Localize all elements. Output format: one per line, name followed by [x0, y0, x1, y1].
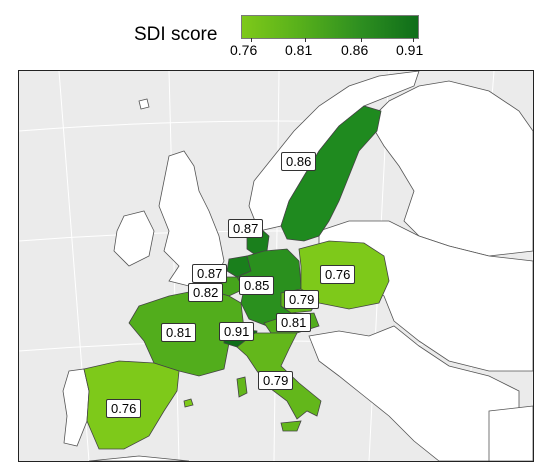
- label-netherlands: 0.87: [192, 264, 228, 283]
- faroe-shape: [138, 98, 150, 110]
- legend-title: SDI score: [134, 24, 218, 45]
- ireland-shape: [113, 210, 155, 267]
- label-italy: 0.79: [258, 371, 294, 390]
- legend-tick-label: 0.86: [341, 42, 369, 58]
- label-belgium: 0.82: [188, 283, 224, 302]
- legend-tick-label: 0.91: [396, 42, 424, 58]
- europe-map: 0.86 0.87 0.87 0.82 0.85 0.76 0.79 0.81 …: [18, 70, 534, 462]
- label-switzerland: 0.91: [219, 322, 255, 341]
- legend-tick-mark: [305, 38, 306, 42]
- north-africa-shape: [88, 455, 190, 461]
- turkey-shape: [488, 405, 533, 461]
- label-france: 0.81: [161, 323, 197, 342]
- legend-tick-label: 0.76: [230, 42, 258, 58]
- label-austria: 0.81: [276, 313, 312, 332]
- label-denmark: 0.87: [228, 219, 264, 238]
- finland-shape: [368, 80, 533, 257]
- map-svg: [19, 71, 533, 461]
- sardinia-shape: [236, 376, 248, 398]
- sicily-shape: [280, 420, 302, 432]
- label-spain: 0.76: [106, 399, 142, 418]
- legend-tick-mark: [413, 38, 414, 42]
- label-czechia: 0.79: [284, 290, 320, 309]
- balearic-shape: [183, 398, 194, 408]
- legend-tick-label: 0.81: [285, 42, 313, 58]
- legend-color-bar: [241, 15, 419, 39]
- portugal-shape: [62, 368, 90, 447]
- label-germany: 0.85: [239, 276, 275, 295]
- legend-tick-mark: [251, 38, 252, 42]
- label-sweden: 0.86: [281, 152, 317, 171]
- legend-tick-mark: [361, 38, 362, 42]
- label-poland: 0.76: [320, 265, 356, 284]
